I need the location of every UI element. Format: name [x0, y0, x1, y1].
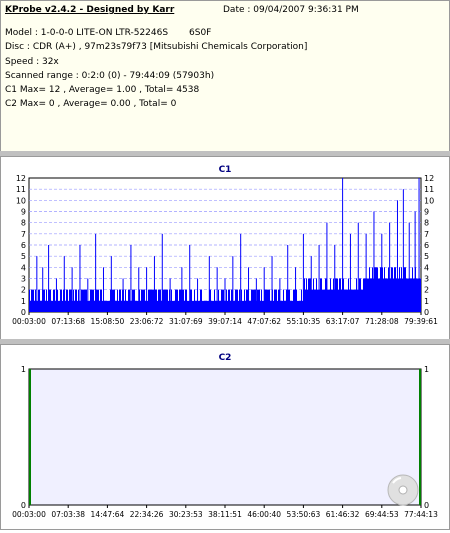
y-tick-label-right: 9	[424, 208, 429, 217]
y-tick-label: 12	[16, 174, 26, 183]
x-tick-label: 07:03:38	[51, 510, 85, 519]
y-tick-label-right: 6	[424, 241, 429, 250]
disc-icon	[387, 474, 419, 506]
y-tick-label-right: 5	[424, 252, 429, 261]
y-tick-label-right: 1	[424, 365, 429, 374]
y-tick-label: 8	[21, 219, 26, 228]
y-tick-label: 2	[21, 286, 26, 295]
x-tick-label: 47:07:62	[247, 317, 281, 326]
x-tick-label: 31:07:69	[169, 317, 203, 326]
x-tick-label: 77:44:13	[404, 510, 438, 519]
y-tick-label: 5	[21, 252, 26, 261]
drive-model: Model : 1-0-0-0 LITE-ON LTR-52246S	[5, 28, 169, 38]
y-tick-label: 7	[21, 230, 26, 239]
x-tick-label: 79:39:61	[404, 317, 438, 326]
x-tick-label: 46:00:40	[247, 510, 281, 519]
c2-chart: C2 0 0 1 1 00:03:00 07:03:38 14:47:64 22:34:26 30…	[12, 353, 438, 519]
drive-firmware: 6S0F	[189, 28, 212, 38]
app-title: KProbe v2.4.2 - Designed by Karr	[5, 5, 175, 15]
x-tick-label: 69:44:53	[365, 510, 399, 519]
chart-title: C2	[219, 353, 232, 363]
x-tick-label: 23:06:72	[130, 317, 164, 326]
splitter-top[interactable]	[0, 151, 450, 156]
y-tick-label: 0	[21, 501, 26, 510]
scanned-range: Scanned range : 0:2:0 (0) - 79:44:09 (57…	[5, 71, 215, 81]
y-tick-label-right: 3	[424, 275, 429, 284]
y-tick-label: 3	[21, 275, 26, 284]
c1-summary: C1 Max= 12 , Average= 1.00 , Total= 4538	[5, 85, 200, 95]
x-tick-label: 71:28:08	[365, 317, 399, 326]
x-tick-label: 55:10:35	[287, 317, 321, 326]
x-tick-label: 63:17:07	[326, 317, 360, 326]
y-tick-label: 11	[16, 185, 26, 194]
y-tick-label-right: 8	[424, 219, 429, 228]
y-tick-label: 9	[21, 208, 26, 217]
plot-area	[28, 368, 422, 506]
x-tick-label: 14:47:64	[91, 510, 125, 519]
disc-hole	[398, 485, 408, 495]
x-tick-label: 00:03:00	[12, 317, 46, 326]
y-tick-label-right: 0	[424, 501, 429, 510]
x-tick-label: 61:46:32	[326, 510, 360, 519]
y-tick-label-right: 12	[424, 174, 434, 183]
y-tick-label: 10	[16, 196, 26, 205]
x-tick-label: 15:08:50	[91, 317, 125, 326]
y-tick-label-right: 11	[424, 185, 434, 194]
y-tick-label: 4	[21, 263, 26, 272]
x-tick-label: 00:03:00	[12, 510, 46, 519]
chart-title: C1	[219, 165, 232, 175]
x-tick-label: 22:34:26	[130, 510, 164, 519]
y-tick-label-right: 2	[424, 286, 429, 295]
c1-chart-panel: C1 0 0 1 1 2 2 3 3 4 4 5 5 6 6 7 7 8 8 9 9 10 10 11 11 12 12 00:03:…	[0, 156, 450, 340]
splitter-bottom[interactable]	[0, 339, 450, 344]
info-panel: KProbe v2.4.2 - Designed by Karr Date : …	[0, 0, 450, 152]
x-tick-label: 39:07:14	[208, 317, 242, 326]
x-tick-label: 07:13:68	[51, 317, 85, 326]
y-tick-label-right: 4	[424, 263, 429, 272]
y-tick-label-right: 10	[424, 196, 434, 205]
y-tick-label-right: 1	[424, 297, 429, 306]
y-tick-label-right: 0	[424, 308, 429, 317]
y-tick-label: 1	[21, 365, 26, 374]
y-tick-label-right: 7	[424, 230, 429, 239]
c2-summary: C2 Max= 0 , Average= 0.00 , Total= 0	[5, 99, 177, 109]
c2-chart-panel: C2 0 0 1 1 00:03:00 07:03:38 14:47:64 22:34:26 30…	[0, 344, 450, 530]
x-tick-label: 30:23:53	[169, 510, 203, 519]
x-tick-label: 38:11:51	[208, 510, 242, 519]
disc-info: Disc : CDR (A+) , 97m23s79f73 [Mitsubish…	[5, 42, 308, 52]
y-tick-label: 1	[21, 297, 26, 306]
x-tick-label: 53:50:63	[287, 510, 321, 519]
disc-highlight	[392, 477, 402, 484]
scan-speed: Speed : 32x	[5, 57, 59, 67]
y-tick-label: 0	[21, 308, 26, 317]
y-tick-label: 6	[21, 241, 26, 250]
scan-date: Date : 09/04/2007 9:36:31 PM	[223, 5, 359, 15]
